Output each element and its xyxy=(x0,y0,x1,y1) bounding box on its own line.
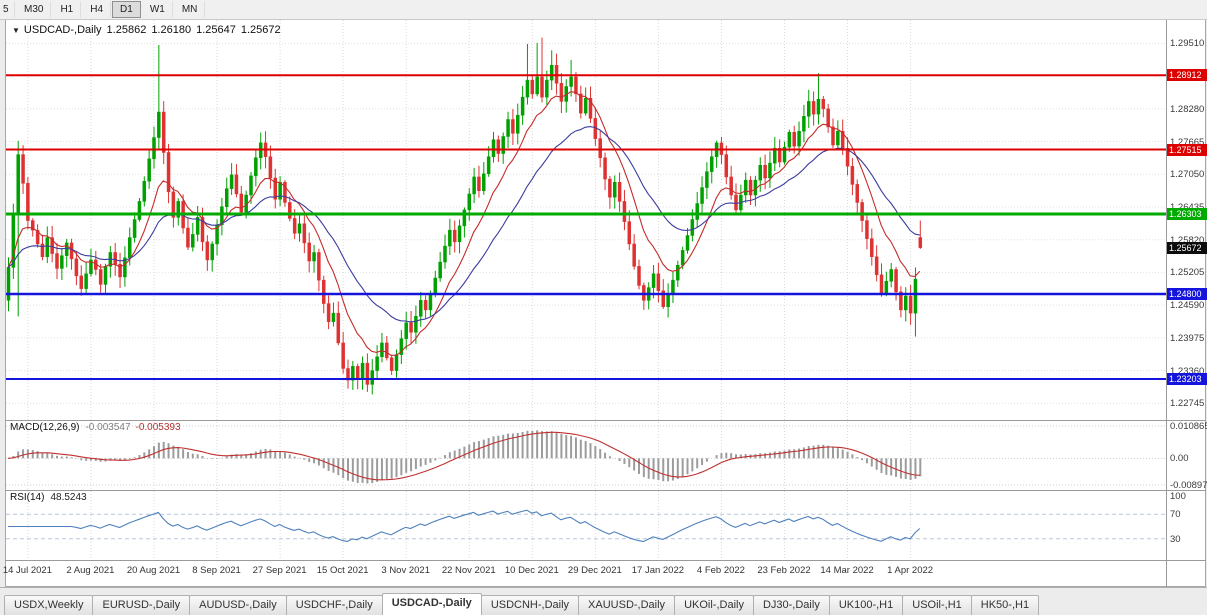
hline-price-tag[interactable]: 1.28912 xyxy=(1167,69,1207,82)
hline-price-tag[interactable]: 1.23203 xyxy=(1167,372,1207,385)
hline-price-tag[interactable]: 1.27515 xyxy=(1167,143,1207,156)
price-axis-label: 1.29510 xyxy=(1170,38,1205,50)
chart-tab-usdx-weekly[interactable]: USDX,Weekly xyxy=(4,595,94,615)
date-axis-label: 20 Aug 2021 xyxy=(126,565,181,576)
chart-marker-icon: ▼ xyxy=(12,26,20,35)
macd-axis-label: 0.00 xyxy=(1170,453,1189,465)
macd-label: MACD(12,26,9) -0.003547 -0.005393 xyxy=(10,422,181,433)
price-axis-label: 1.27050 xyxy=(1170,169,1205,181)
date-axis-label: 8 Sep 2021 xyxy=(192,565,241,576)
timeframe-button-w1[interactable]: W1 xyxy=(142,1,173,18)
timeframe-button-mn[interactable]: MN xyxy=(174,1,206,18)
chart-tab-usdcnh-daily[interactable]: USDCNH-,Daily xyxy=(480,595,580,615)
price-axis-label: 1.22745 xyxy=(1170,398,1205,410)
rsi-axis-label: 70 xyxy=(1170,509,1181,521)
timeframe-button-m30[interactable]: M30 xyxy=(16,1,52,18)
timeframe-toolbar: 5 M30 H1 H4 D1 W1 MN xyxy=(0,0,1207,20)
chart-title: ▼ USDCAD-,Daily 1.25862 1.26180 1.25647 1.256… xyxy=(12,24,281,36)
chart-tab-usdchf-daily[interactable]: USDCHF-,Daily xyxy=(285,595,383,615)
price-axis-label: 1.24590 xyxy=(1170,300,1205,312)
ohlc-high: 1.26180 xyxy=(151,24,192,36)
macd-axis-label: -0.00897 xyxy=(1170,480,1207,491)
chart-tab-dj30-daily[interactable]: DJ30-,Daily xyxy=(752,595,830,615)
rsi-title: RSI(14) xyxy=(10,492,45,503)
rsi-axis-label: 100 xyxy=(1170,491,1186,502)
timeframe-button-d1[interactable]: D1 xyxy=(112,1,141,18)
date-axis-label: 27 Sep 2021 xyxy=(252,565,307,576)
timeframe-button-h4[interactable]: H4 xyxy=(82,1,112,18)
hline-price-tag[interactable]: 1.24800 xyxy=(1167,287,1207,300)
rsi-axis-label: 30 xyxy=(1170,533,1181,545)
hline-price-tag[interactable]: 1.26303 xyxy=(1167,208,1207,221)
chart-tabs: USDX,Weekly EURUSD-,Daily AUDUSD-,Daily USD… xyxy=(0,587,1207,615)
timeframe-button-5[interactable]: 5 xyxy=(1,1,15,18)
chart-tab-eurusd-daily[interactable]: EURUSD-,Daily xyxy=(92,595,191,615)
chart-tab-usdcad-daily[interactable]: USDCAD-,Daily xyxy=(381,593,482,615)
price-axis-label: 1.25205 xyxy=(1170,267,1205,279)
date-axis-label: 4 Feb 2022 xyxy=(696,565,745,576)
chart-symbol-label: USDCAD-,Daily xyxy=(23,24,102,36)
ohlc-low: 1.25647 xyxy=(196,24,236,36)
date-axis-label: 10 Dec 2021 xyxy=(504,565,559,576)
macd-main-value: -0.003547 xyxy=(85,422,131,433)
rsi-label: RSI(14) 48.5243 xyxy=(10,492,87,503)
price-axis-label: 1.26435 xyxy=(1170,202,1204,213)
chart-tab-uk100-h1[interactable]: UK100-,H1 xyxy=(828,595,904,615)
price-axis-label: 1.28280 xyxy=(1170,103,1205,115)
date-axis-label: 14 Jul 2021 xyxy=(2,565,52,576)
date-axis-label: 23 Feb 2022 xyxy=(757,565,811,576)
current-price-tag: 1.25672 xyxy=(1167,241,1207,254)
date-axis-label: 3 Nov 2021 xyxy=(381,565,430,576)
macd-title: MACD(12,26,9) xyxy=(10,422,80,433)
chart-tab-ukoil-daily[interactable]: UKOil-,Daily xyxy=(674,595,754,615)
ohlc-open: 1.25862 xyxy=(106,24,147,36)
ohlc-close: 1.25672 xyxy=(240,24,281,36)
rsi-value: 48.5243 xyxy=(50,492,87,503)
macd-signal-value: -0.005393 xyxy=(135,422,181,433)
price-axis-label: 1.23975 xyxy=(1170,332,1205,344)
date-axis-label: 17 Jan 2022 xyxy=(631,565,685,576)
chart-tab-audusd-daily[interactable]: AUDUSD-,Daily xyxy=(189,595,287,615)
date-axis-label: 22 Nov 2021 xyxy=(441,565,496,576)
macd-axis-label: 0.010865 xyxy=(1170,421,1207,432)
price-axis-label: 1.23360 xyxy=(1170,365,1205,377)
chart-tab-usoil-h1[interactable]: USOil-,H1 xyxy=(902,595,972,615)
date-axis-label: 15 Oct 2021 xyxy=(316,565,369,576)
timeframe-button-h1[interactable]: H1 xyxy=(52,1,82,18)
date-axis-label: 1 Apr 2022 xyxy=(887,565,934,576)
date-axis-label: 14 Mar 2022 xyxy=(820,565,874,576)
chart-tab-hk50-h1[interactable]: HK50-,H1 xyxy=(970,595,1040,615)
chart-tab-xauusd-daily[interactable]: XAUUSD-,Daily xyxy=(578,595,676,615)
date-axis-label: 2 Aug 2021 xyxy=(66,565,115,576)
price-axis-label: 1.27665 xyxy=(1170,136,1205,148)
date-axis-label: 29 Dec 2021 xyxy=(567,565,622,576)
price-axis-label: 1.25820 xyxy=(1170,234,1205,246)
